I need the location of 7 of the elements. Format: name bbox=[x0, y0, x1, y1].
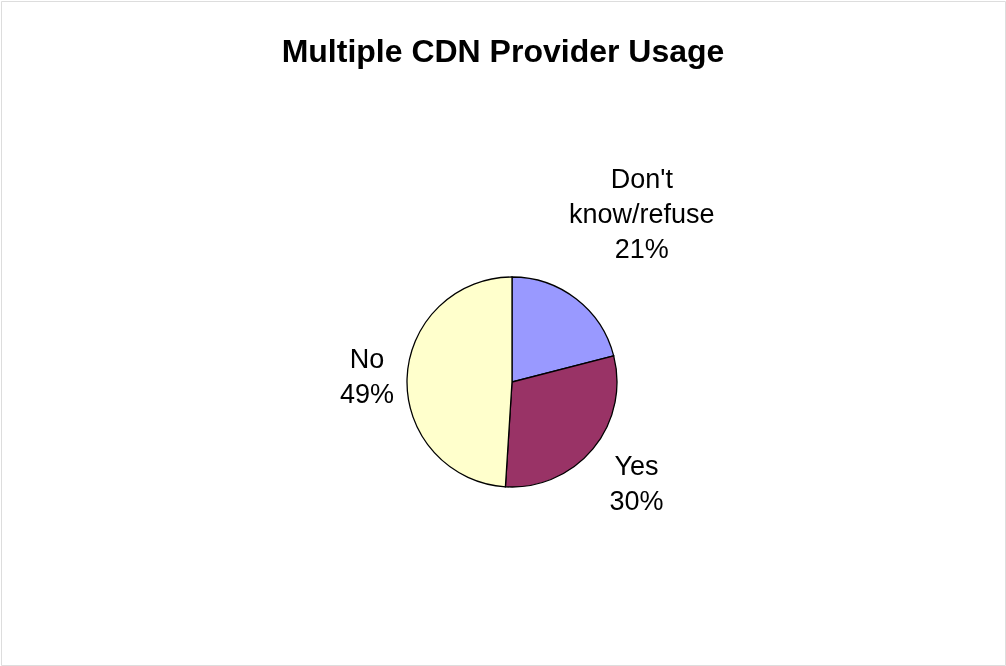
slice-label: Yes bbox=[614, 451, 659, 482]
slice-label: Don't know/refuse bbox=[569, 163, 715, 229]
data-label: 30% bbox=[609, 486, 664, 517]
slice-label: No bbox=[349, 343, 385, 374]
data-label: 21% bbox=[614, 233, 669, 264]
chart-title: Multiple CDN Provider Usage bbox=[281, 33, 725, 69]
data-label: 49% bbox=[339, 378, 394, 409]
